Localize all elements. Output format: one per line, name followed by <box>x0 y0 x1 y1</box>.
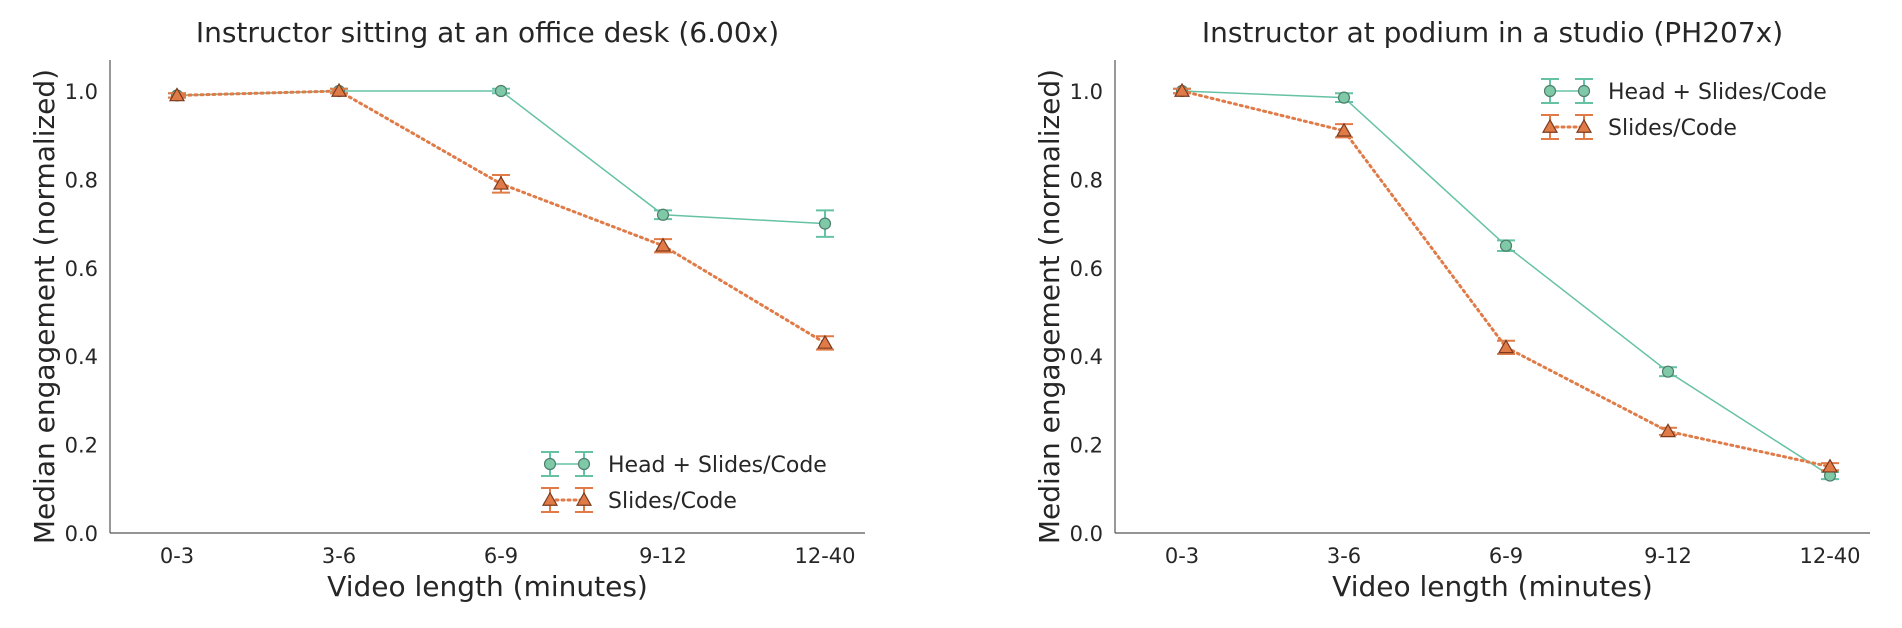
chart-1-legend: Head + Slides/Code Slides/Code <box>1541 78 1827 141</box>
chart-0-series-1-point-4 <box>816 334 834 349</box>
chart-0-x-tick-4: 12-40 <box>794 544 855 568</box>
chart-0-series-1-line <box>175 89 827 345</box>
chart-0-title: Instructor sitting at an office desk (6.… <box>196 16 779 49</box>
chart-0-y-tick-0: 0.0 <box>65 522 98 546</box>
chart-1-series-1-point-legend-0 <box>1541 118 1559 133</box>
chart-1-legend-label-0: Head + Slides/Code <box>1608 80 1827 105</box>
chart-1-series-1-point-3 <box>1659 423 1677 438</box>
chart-1-y-tick-5: 1.0 <box>1070 80 1103 104</box>
chart-0-series-0-point-2 <box>494 84 508 98</box>
chart-0: Instructor sitting at an office desk (6.… <box>28 16 865 603</box>
chart-1-series-1-point-1 <box>1335 122 1353 137</box>
chart-1-x-label: Video length (minutes) <box>1332 570 1653 603</box>
chart-1-series-0-point-legend-1 <box>1577 84 1591 98</box>
chart-0-legend-label-0: Head + Slides/Code <box>608 453 827 478</box>
chart-1-series-1-line <box>1180 89 1832 469</box>
chart-1-y-tick-3: 0.6 <box>1070 257 1103 281</box>
chart-1-series-0-point-3 <box>1661 365 1675 378</box>
chart-0-x-tick-0: 0-3 <box>160 544 194 568</box>
chart-1-series-1-point-0 <box>1173 82 1191 97</box>
chart-0-series-1-point-2 <box>492 175 510 190</box>
chart-0-series-0-point-3 <box>656 208 670 221</box>
chart-0-y-label: Median engagement (normalized) <box>28 69 61 544</box>
chart-0-series-0-point-legend-0 <box>543 457 557 471</box>
chart-0-legend: Head + Slides/Code Slides/Code <box>541 451 827 514</box>
chart-0-legend-label-1: Slides/Code <box>608 489 737 514</box>
chart-0-series-1-point-legend-1 <box>575 491 593 506</box>
chart-1-y-label: Median engagement (normalized) <box>1033 69 1066 544</box>
chart-1-y-tick-2: 0.4 <box>1070 345 1103 369</box>
chart-0-y-tick-3: 0.6 <box>65 257 98 281</box>
chart-1-x-tick-3: 9-12 <box>1644 544 1692 568</box>
chart-1-x-tick-1: 3-6 <box>1327 544 1361 568</box>
chart-0-series-0-point-legend-1 <box>577 457 591 471</box>
chart-1-y-tick-4: 0.8 <box>1070 168 1103 192</box>
chart-0-x-tick-3: 9-12 <box>639 544 687 568</box>
chart-0-series-1-point-legend-0 <box>541 491 559 506</box>
chart-1-series-1-point-4 <box>1821 458 1839 473</box>
chart-1-y-tick-1: 0.2 <box>1070 434 1103 458</box>
chart-0-series-1-point-1 <box>330 82 348 97</box>
chart-1-x-tick-4: 12-40 <box>1799 544 1860 568</box>
chart-1: Instructor at podium in a studio (PH207x… <box>1033 16 1870 603</box>
chart-0-series-1-point-3 <box>654 237 672 252</box>
chart-0-x-tick-1: 3-6 <box>322 544 356 568</box>
chart-0-y-tick-5: 1.0 <box>65 80 98 104</box>
chart-1-series-1-point-2 <box>1497 339 1515 354</box>
chart-0-y-tick-4: 0.8 <box>65 168 98 192</box>
chart-0-series-0-line <box>176 90 826 225</box>
chart-1-legend-label-1: Slides/Code <box>1608 116 1737 141</box>
chart-1-title: Instructor at podium in a studio (PH207x… <box>1202 16 1783 49</box>
chart-1-series-0-point-legend-0 <box>1543 84 1557 98</box>
chart-0-x-label: Video length (minutes) <box>327 570 648 603</box>
chart-1-x-tick-0: 0-3 <box>1165 544 1199 568</box>
chart-0-series-1-point-0 <box>168 87 186 102</box>
chart-1-series-1-point-legend-1 <box>1575 118 1593 133</box>
chart-1-series-0-point-2 <box>1499 239 1513 252</box>
chart-0-x-tick-2: 6-9 <box>484 544 518 568</box>
chart-0-y-tick-1: 0.2 <box>65 434 98 458</box>
chart-0-series-0-point-4 <box>818 217 832 230</box>
chart-0-y-tick-2: 0.4 <box>65 345 98 369</box>
chart-1-series-0-line <box>1181 90 1831 477</box>
chart-1-y-tick-0: 0.0 <box>1070 522 1103 546</box>
chart-1-x-tick-2: 6-9 <box>1489 544 1523 568</box>
chart-1-series-0-point-1 <box>1337 91 1351 104</box>
